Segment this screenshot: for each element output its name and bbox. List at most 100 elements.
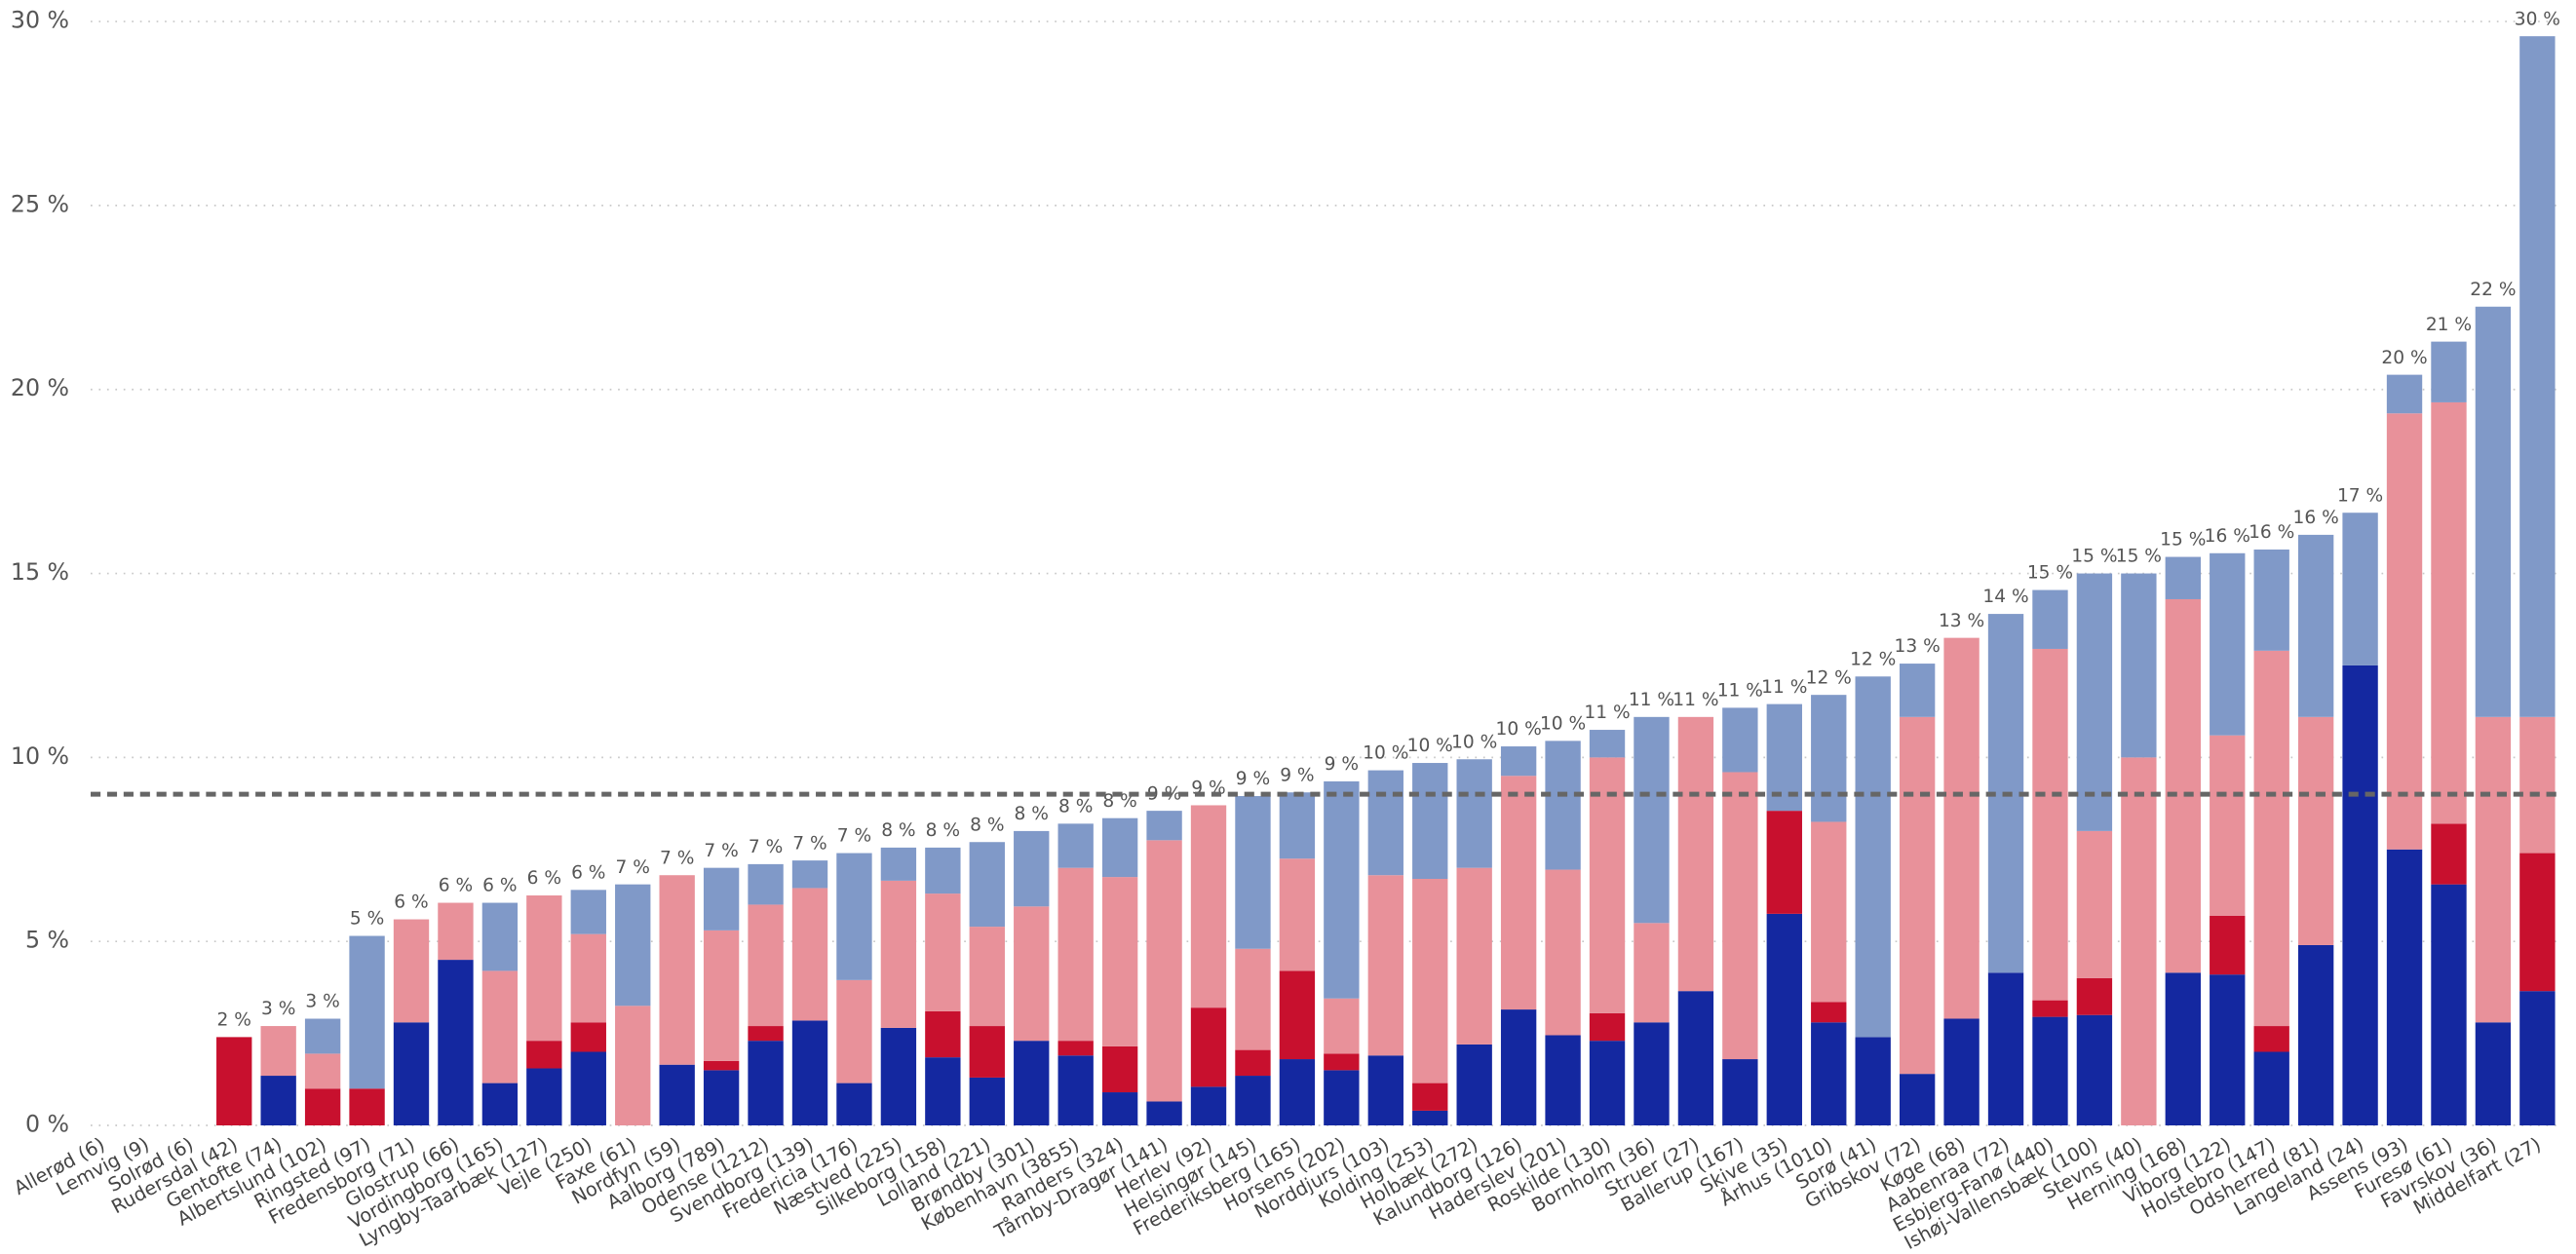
bar-segment bbox=[1855, 676, 1891, 1038]
bar-segment bbox=[836, 979, 872, 1083]
total-label: 9 % bbox=[1280, 765, 1314, 785]
bar-segment bbox=[1899, 716, 1936, 1075]
bar-segment bbox=[570, 1051, 606, 1126]
bar-segment bbox=[1456, 759, 1492, 868]
bar-segment bbox=[1367, 770, 1403, 876]
bar-segment bbox=[2342, 513, 2378, 665]
bar-segment bbox=[925, 1010, 961, 1058]
bar-segment bbox=[1412, 1083, 1448, 1111]
bar-segment bbox=[2032, 648, 2068, 1001]
total-label: 10 % bbox=[1363, 743, 1408, 764]
bar-segment bbox=[1101, 1092, 1138, 1126]
total-label: 8 % bbox=[970, 815, 1004, 835]
total-label: 7 % bbox=[660, 848, 694, 868]
bar-segment bbox=[2076, 573, 2113, 831]
bar-segment bbox=[880, 1027, 917, 1126]
total-label: 8 % bbox=[881, 820, 915, 841]
bar-segment bbox=[304, 1018, 341, 1054]
bar-segment bbox=[526, 1068, 562, 1126]
total-label: 16 % bbox=[2249, 522, 2294, 543]
bar-segment bbox=[438, 902, 474, 961]
total-label: 15 % bbox=[2116, 547, 2162, 567]
total-label: 5 % bbox=[350, 909, 384, 930]
bar-segment bbox=[1190, 1086, 1227, 1126]
bar-segment bbox=[1589, 1012, 1626, 1042]
total-label: 11 % bbox=[1672, 690, 1718, 710]
bar-segment bbox=[1634, 1022, 1670, 1126]
bar-segment bbox=[1722, 1059, 1758, 1126]
bar-segment bbox=[1235, 796, 1271, 949]
total-label: 7 % bbox=[837, 826, 871, 847]
bar-segment bbox=[1279, 970, 1316, 1060]
bar-segment bbox=[216, 1037, 252, 1126]
bar-segment bbox=[748, 1026, 784, 1042]
bar-segment bbox=[1367, 875, 1403, 1056]
bar-segment bbox=[1324, 780, 1360, 999]
bar-segment bbox=[703, 930, 740, 1061]
bar-segment bbox=[526, 1041, 562, 1069]
bar-segment bbox=[1014, 906, 1050, 1042]
bar-segment bbox=[2431, 401, 2467, 824]
y-tick-label: 10 % bbox=[11, 742, 69, 770]
bar-segment bbox=[1545, 869, 1581, 1036]
total-label: 13 % bbox=[1895, 636, 1941, 657]
total-label: 3 % bbox=[261, 999, 295, 1019]
bar-segment bbox=[1634, 716, 1670, 924]
bar-segment bbox=[2076, 1014, 2113, 1126]
bar-segment bbox=[570, 933, 606, 1023]
bar-segment bbox=[1811, 695, 1847, 822]
total-label: 16 % bbox=[2293, 508, 2339, 528]
total-label: 22 % bbox=[2470, 280, 2516, 300]
total-label: 6 % bbox=[527, 868, 561, 889]
bar-segment bbox=[880, 847, 917, 881]
bar-segment bbox=[481, 1083, 519, 1126]
total-label: 7 % bbox=[704, 841, 738, 861]
bar-segment bbox=[703, 1070, 740, 1126]
bar-segment bbox=[1146, 1101, 1182, 1126]
total-label: 30 % bbox=[2515, 9, 2560, 29]
bar-segment bbox=[791, 860, 828, 889]
bar-segment bbox=[2475, 1022, 2512, 1126]
bar-segment bbox=[570, 1022, 606, 1052]
bar-segment bbox=[2121, 573, 2157, 758]
total-label: 6 % bbox=[482, 876, 517, 896]
bar-segment bbox=[2253, 549, 2289, 651]
bar-segment bbox=[1899, 664, 1936, 717]
bar-segment bbox=[615, 884, 651, 1007]
total-label: 16 % bbox=[2205, 526, 2250, 547]
bar-segment bbox=[1324, 1053, 1360, 1071]
total-label: 7 % bbox=[749, 837, 783, 857]
bar-segment bbox=[1589, 730, 1626, 758]
bar-segment bbox=[2297, 716, 2334, 945]
bar-segment bbox=[1235, 1076, 1271, 1126]
bar-segment bbox=[1324, 998, 1360, 1054]
bar-segment bbox=[2386, 413, 2423, 850]
bar-segment bbox=[1412, 1110, 1448, 1126]
bar-segment bbox=[1500, 746, 1537, 777]
bar-segment bbox=[1279, 1059, 1316, 1126]
bar-segment bbox=[1943, 1018, 1980, 1126]
total-label: 8 % bbox=[926, 820, 960, 841]
total-label: 21 % bbox=[2426, 315, 2472, 335]
bar-segment bbox=[1677, 716, 1714, 992]
bar-segment bbox=[2386, 849, 2423, 1126]
total-label: 15 % bbox=[2160, 530, 2206, 551]
bar-segment bbox=[1057, 867, 1094, 1042]
total-label: 8 % bbox=[1058, 797, 1093, 817]
bar-segment bbox=[1190, 1007, 1227, 1087]
y-tick-label: 30 % bbox=[11, 7, 69, 34]
bar-segment bbox=[1014, 830, 1050, 907]
bar-segment bbox=[1101, 1045, 1138, 1093]
y-tick-label: 0 % bbox=[25, 1111, 69, 1138]
total-label: 10 % bbox=[1540, 714, 1586, 735]
bar-segment bbox=[1722, 772, 1758, 1060]
y-tick-label: 5 % bbox=[25, 927, 69, 954]
bar-segment bbox=[791, 888, 828, 1021]
bar-segment bbox=[2431, 823, 2467, 885]
total-label: 15 % bbox=[2027, 563, 2073, 584]
bar-segment bbox=[1811, 1002, 1847, 1023]
bar-segment bbox=[304, 1053, 341, 1089]
total-label: 10 % bbox=[1407, 736, 1453, 756]
bar-segment bbox=[2342, 665, 2378, 1126]
